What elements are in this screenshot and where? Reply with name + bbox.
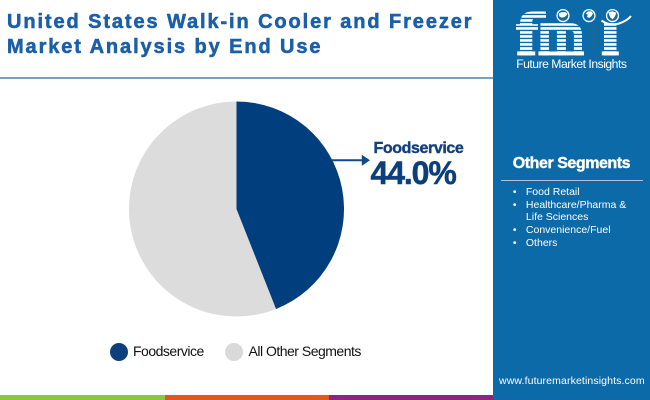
svg-text:Future Market Insights: Future Market Insights xyxy=(516,57,627,71)
